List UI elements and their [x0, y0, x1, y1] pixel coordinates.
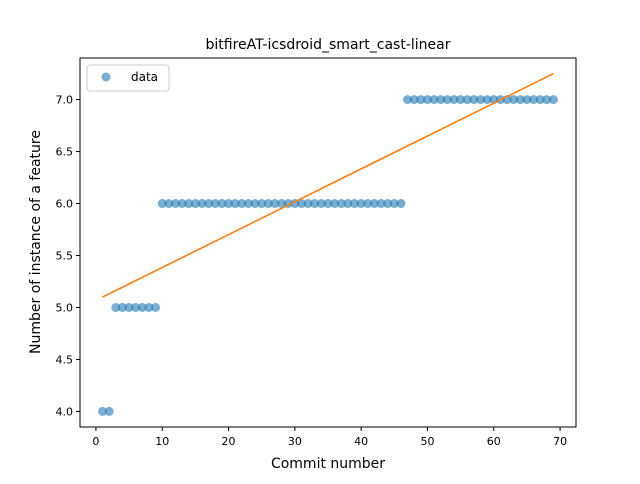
plot-marks	[98, 72, 558, 416]
data-point	[422, 95, 432, 105]
data-point	[170, 199, 180, 209]
data-point	[117, 302, 127, 312]
data-point	[197, 199, 207, 209]
x-tick-label: 20	[222, 435, 236, 448]
data-point	[462, 95, 472, 105]
y-tick-label: 5.5	[56, 249, 74, 262]
data-point	[330, 199, 340, 209]
legend-label-data: data	[131, 70, 158, 84]
data-point	[296, 199, 306, 209]
data-point	[535, 95, 545, 105]
data-point	[250, 199, 260, 209]
data-point	[389, 199, 399, 209]
data-point	[230, 199, 240, 209]
data-point	[482, 95, 492, 105]
fit-line	[102, 72, 554, 298]
y-tick-label: 4.0	[56, 405, 74, 418]
data-point	[243, 199, 253, 209]
x-tick-label: 60	[487, 435, 501, 448]
data-point	[137, 302, 147, 312]
data-point	[396, 199, 406, 209]
data-point	[224, 199, 234, 209]
x-tick-label: 0	[92, 435, 99, 448]
legend: data	[86, 64, 170, 92]
data-point	[343, 199, 353, 209]
y-tick-label: 6.5	[56, 146, 74, 159]
x-tick-label: 10	[155, 435, 169, 448]
data-point	[210, 199, 220, 209]
x-axis-ticks: 0 10 20 30 40 50 60 70	[92, 427, 567, 448]
data-point	[144, 302, 154, 312]
data-point	[403, 95, 413, 105]
data-point	[303, 199, 313, 209]
data-point	[257, 199, 267, 209]
x-tick-label: 70	[553, 435, 567, 448]
data-point	[469, 95, 479, 105]
data-point	[363, 199, 373, 209]
data-point	[164, 199, 174, 209]
data-point	[456, 95, 466, 105]
data-point	[336, 199, 346, 209]
y-axis-label: Number of instance of a feature	[28, 130, 44, 354]
data-point	[509, 95, 519, 105]
data-point	[157, 199, 167, 209]
data-point	[151, 302, 161, 312]
data-point	[522, 95, 532, 105]
data-point	[310, 199, 320, 209]
data-point	[131, 302, 141, 312]
y-tick-label: 6.0	[56, 198, 74, 211]
data-point	[277, 199, 287, 209]
data-point	[177, 199, 187, 209]
data-point	[350, 199, 360, 209]
data-point	[190, 199, 200, 209]
x-tick-label: 30	[288, 435, 302, 448]
x-tick-label: 50	[420, 435, 434, 448]
data-point	[356, 199, 366, 209]
y-axis-ticks: 4.0 4.5 5.0 5.5 6.0 6.5 7.0	[56, 94, 80, 418]
data-point	[449, 95, 459, 105]
chart-title: bitfireAT-icsdroid_smart_cast-linear	[206, 37, 451, 53]
data-point	[204, 199, 214, 209]
x-tick-label: 40	[354, 435, 368, 448]
data-point	[548, 95, 558, 105]
data-point	[184, 199, 194, 209]
data-point	[409, 95, 419, 105]
data-point	[436, 95, 446, 105]
plot-frame	[79, 57, 577, 428]
data-point	[529, 95, 539, 105]
data-point	[270, 199, 280, 209]
data-point	[416, 95, 426, 105]
data-point	[237, 199, 247, 209]
data-point	[263, 199, 273, 209]
data-point	[124, 302, 134, 312]
data-point	[429, 95, 439, 105]
legend-marker-data	[101, 72, 111, 82]
data-point	[542, 95, 552, 105]
data-point	[217, 199, 227, 209]
data-point	[369, 199, 379, 209]
x-axis-label: Commit number	[271, 456, 385, 472]
data-point	[383, 199, 393, 209]
data-point	[476, 95, 486, 105]
legend-box	[86, 64, 170, 92]
y-tick-label: 7.0	[56, 94, 74, 107]
data-point	[323, 199, 333, 209]
data-point	[376, 199, 386, 209]
data-point	[316, 199, 326, 209]
data-point	[104, 406, 114, 416]
y-tick-label: 4.5	[56, 353, 74, 366]
data-point	[442, 95, 452, 105]
data-point	[98, 406, 108, 416]
y-tick-label: 5.0	[56, 301, 74, 314]
data-point	[515, 95, 525, 105]
data-point	[111, 302, 121, 312]
